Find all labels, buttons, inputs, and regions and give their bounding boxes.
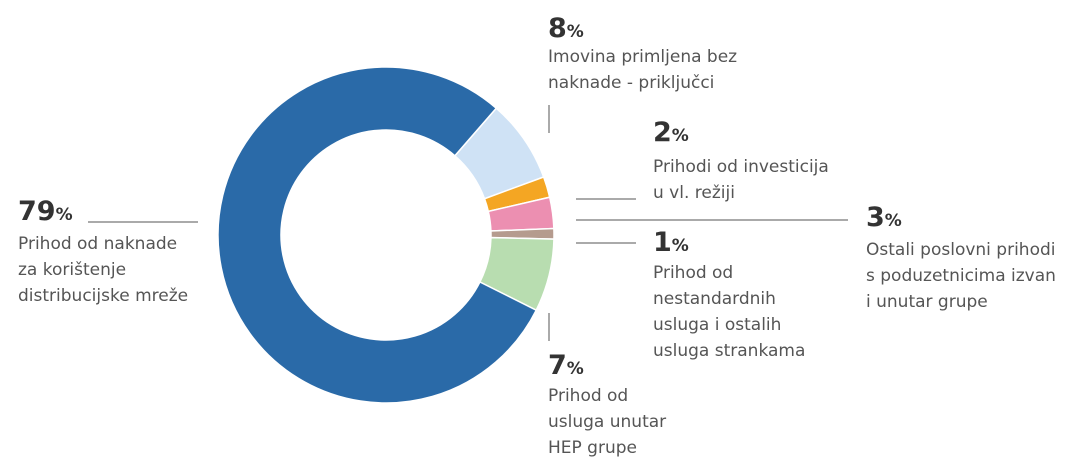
value-label: 2% bbox=[653, 117, 689, 148]
value-label: 7% bbox=[548, 350, 584, 381]
value-label: 79% bbox=[18, 196, 73, 227]
category-label: Imovina primljena bez naknade - priključ… bbox=[548, 47, 738, 93]
category-label: Prihodi od investicija u vl. režiji bbox=[653, 157, 829, 203]
category-label: Ostali poslovni prihodi s poduzetnicima … bbox=[866, 240, 1056, 312]
donut-segment bbox=[217, 66, 538, 404]
value-label: 1% bbox=[653, 227, 689, 258]
leaders bbox=[88, 105, 848, 341]
category-label: Prihod od naknade za korištenje distribu… bbox=[18, 234, 189, 306]
value-label: 8% bbox=[548, 13, 584, 44]
category-label: Prihod od nestandardnih usluga i ostalih… bbox=[653, 263, 806, 361]
category-label: Prihod od usluga unutar HEP grupe bbox=[548, 386, 667, 457]
value-label: 3% bbox=[866, 202, 902, 233]
